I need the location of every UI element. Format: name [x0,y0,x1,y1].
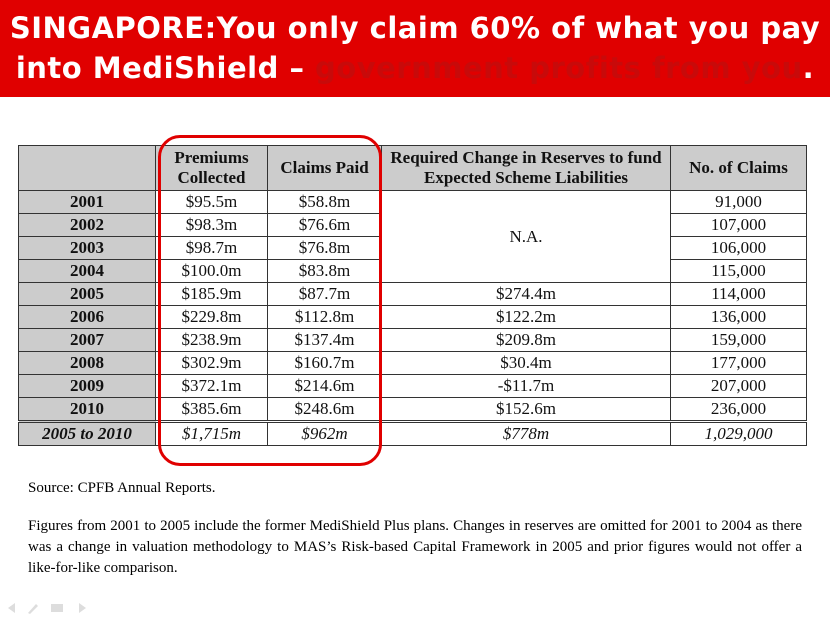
table-cell: 177,000 [670,351,807,375]
table-cell: $98.3m [155,213,268,237]
table-cell: $238.9m [155,328,268,352]
table-cell: $122.2m [381,305,671,329]
table-row: 2007 $238.9m $137.4m $209.8m 159,000 [18,328,807,352]
highlight-ring [158,135,382,466]
table-cell: $185.9m [155,282,268,306]
table-cell: $209.8m [381,328,671,352]
table-cell: $160.7m [267,351,382,375]
table-cell: 2004 [18,259,156,283]
header-cell [18,145,156,191]
table-cell: N.A. [381,190,671,283]
table-cell: $76.8m [267,236,382,260]
table-cell: $962m [267,420,382,446]
table-cell: 115,000 [670,259,807,283]
table-cell: 2009 [18,374,156,398]
table-row: 2001 $95.5m $58.8m N.A. 91,000 [18,190,807,283]
table-cell: $112.8m [267,305,382,329]
table-cell: -$11.7m [381,374,671,398]
table-cell: 159,000 [670,328,807,352]
table-cell: $248.6m [267,397,382,422]
table-cell: 207,000 [670,374,807,398]
source: Source: CPFB Annual Reports. [28,480,216,496]
table-cell: $137.4m [267,328,382,352]
table-row: 2004 $100.0m $83.8m 115,000 [18,259,807,283]
title-banner: SINGAPORE:You only claim 60% of what you… [0,0,830,97]
table-cell: 2001 [18,190,156,214]
table-cell: $274.4m [381,282,671,306]
data-table: Premiums Collected Claims Paid Required Ch… [18,145,807,446]
table-row: 2008 $302.9m $160.7m $30.4m 177,000 [18,351,807,375]
table-cell: $372.1m [155,374,268,398]
title-end: . [802,51,815,85]
slide-nav[interactable] [6,601,96,615]
table-cell: 136,000 [670,305,807,329]
table-cell: 236,000 [670,397,807,422]
table-row: 2006 $229.8m $112.8m $122.2m 136,000 [18,305,807,329]
table-cell: 91,000 [670,190,807,214]
table-row: 2010 $385.6m $248.6m $152.6m 236,000 [18,397,807,422]
header-cell: No. of Claims [670,145,807,191]
header-row: Premiums Collected Claims Paid Required Ch… [18,145,807,191]
table-cell: 107,000 [670,213,807,237]
title: SINGAPORE:You only claim 60% of what you… [9,11,821,85]
table-cell: $98.7m [155,236,268,260]
table-row: 2003 $98.7m $76.8m 106,000 [18,236,807,260]
table-row: 2009 $372.1m $214.6m -$11.7m 207,000 [18,374,807,398]
table-cell: 2007 [18,328,156,352]
table-cell: 2010 [18,397,156,422]
table-row: 2005 $185.9m $87.7m $274.4m 114,000 [18,282,807,306]
title-highlight: government profits from you [315,51,803,85]
total-row: 2005 to 2010 $1,715m $962m $778m 1,029,000 [18,420,807,446]
table-cell: 2003 [18,236,156,260]
table-cell: $30.4m [381,351,671,375]
table-cell: 106,000 [670,236,807,260]
note: Figures from 2001 to 2005 include the fo… [28,518,802,576]
table-cell: 2008 [18,351,156,375]
table-cell: $229.8m [155,305,268,329]
table-cell: $1,715m [155,420,268,446]
header-cell: Required Change in Reserves to fund Expe… [381,145,671,191]
table-cell: $778m [381,420,671,446]
table-cell: 1,029,000 [670,420,807,446]
table-cell: 2005 [18,282,156,306]
table-cell: 2006 [18,305,156,329]
table-cell: $87.7m [267,282,382,306]
table-cell: 114,000 [670,282,807,306]
table-row: 2002 $98.3m $76.6m 107,000 [18,213,807,237]
table-cell: $152.6m [381,397,671,422]
table-cell: 2005 to 2010 [18,420,156,446]
table-cell: 2002 [18,213,156,237]
